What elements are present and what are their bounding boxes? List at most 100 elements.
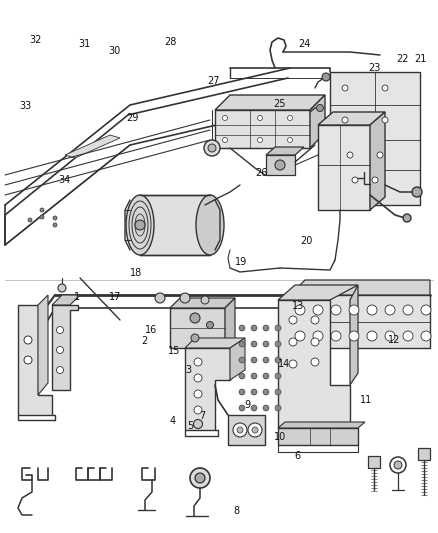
Polygon shape — [228, 415, 265, 445]
Circle shape — [275, 357, 281, 363]
Circle shape — [313, 331, 323, 341]
Polygon shape — [278, 285, 358, 300]
Text: 25: 25 — [273, 99, 286, 109]
Text: 28: 28 — [164, 37, 176, 46]
Circle shape — [382, 85, 388, 91]
Circle shape — [331, 331, 341, 341]
Polygon shape — [278, 422, 365, 428]
Circle shape — [394, 461, 402, 469]
Text: 1: 1 — [74, 293, 80, 302]
Text: 11: 11 — [360, 395, 372, 405]
Circle shape — [287, 138, 293, 142]
Text: 27: 27 — [208, 76, 220, 86]
Text: 22: 22 — [397, 54, 409, 63]
Text: 10: 10 — [274, 432, 286, 442]
Polygon shape — [38, 295, 48, 395]
Circle shape — [58, 284, 66, 292]
Text: 12: 12 — [388, 335, 400, 345]
Polygon shape — [225, 298, 235, 348]
Circle shape — [275, 373, 281, 379]
Circle shape — [275, 341, 281, 347]
Circle shape — [311, 338, 319, 346]
Circle shape — [251, 389, 257, 395]
Text: 20: 20 — [300, 236, 313, 246]
Polygon shape — [278, 428, 358, 445]
Text: 30: 30 — [109, 46, 121, 55]
Text: 15: 15 — [168, 346, 180, 356]
Circle shape — [263, 373, 269, 379]
Circle shape — [57, 346, 64, 353]
Circle shape — [57, 367, 64, 374]
Circle shape — [263, 325, 269, 331]
Circle shape — [421, 331, 431, 341]
Circle shape — [251, 325, 257, 331]
Polygon shape — [65, 135, 120, 158]
Text: 21: 21 — [414, 54, 427, 63]
Polygon shape — [52, 295, 80, 305]
Circle shape — [289, 316, 297, 324]
Circle shape — [223, 138, 227, 142]
Circle shape — [251, 341, 257, 347]
Circle shape — [331, 305, 341, 315]
Circle shape — [40, 215, 44, 219]
Circle shape — [208, 144, 216, 152]
Polygon shape — [370, 112, 385, 210]
Text: 4: 4 — [170, 416, 176, 426]
Circle shape — [258, 116, 262, 120]
Circle shape — [275, 325, 281, 331]
Text: 16: 16 — [145, 326, 157, 335]
Text: 6: 6 — [295, 451, 301, 461]
Text: 26: 26 — [256, 168, 268, 178]
Polygon shape — [290, 295, 430, 348]
Ellipse shape — [196, 195, 224, 255]
Text: 32: 32 — [29, 35, 41, 45]
Circle shape — [57, 327, 64, 334]
Text: 13: 13 — [292, 302, 304, 311]
Circle shape — [155, 293, 165, 303]
Text: 23: 23 — [368, 63, 381, 73]
Circle shape — [195, 473, 205, 483]
Circle shape — [385, 331, 395, 341]
Polygon shape — [52, 305, 78, 390]
Polygon shape — [230, 338, 245, 380]
Text: 5: 5 — [187, 422, 194, 431]
Circle shape — [263, 405, 269, 411]
Circle shape — [403, 305, 413, 315]
Circle shape — [239, 373, 245, 379]
Circle shape — [239, 389, 245, 395]
Polygon shape — [215, 95, 325, 110]
Polygon shape — [368, 456, 380, 468]
Polygon shape — [330, 72, 420, 205]
Circle shape — [191, 334, 199, 342]
Polygon shape — [266, 147, 304, 155]
Circle shape — [239, 405, 245, 411]
Circle shape — [190, 468, 210, 488]
Circle shape — [311, 358, 319, 366]
Circle shape — [251, 405, 257, 411]
Circle shape — [367, 305, 377, 315]
Text: 9: 9 — [244, 400, 251, 410]
Circle shape — [377, 152, 383, 158]
Text: 31: 31 — [78, 39, 90, 49]
Circle shape — [347, 152, 353, 158]
Text: 17: 17 — [109, 293, 121, 302]
Circle shape — [135, 220, 145, 230]
Circle shape — [367, 331, 377, 341]
Circle shape — [194, 358, 202, 366]
Circle shape — [372, 177, 378, 183]
Text: 2: 2 — [141, 336, 148, 346]
Circle shape — [275, 160, 285, 170]
Circle shape — [287, 116, 293, 120]
Circle shape — [248, 423, 262, 437]
Circle shape — [275, 389, 281, 395]
Text: 29: 29 — [126, 114, 138, 123]
Text: 14: 14 — [278, 359, 290, 368]
Polygon shape — [170, 298, 235, 308]
Circle shape — [252, 427, 258, 433]
Circle shape — [223, 116, 227, 120]
Circle shape — [180, 293, 190, 303]
Circle shape — [349, 305, 359, 315]
Text: 19: 19 — [235, 257, 247, 267]
Text: 18: 18 — [130, 268, 142, 278]
Circle shape — [258, 138, 262, 142]
